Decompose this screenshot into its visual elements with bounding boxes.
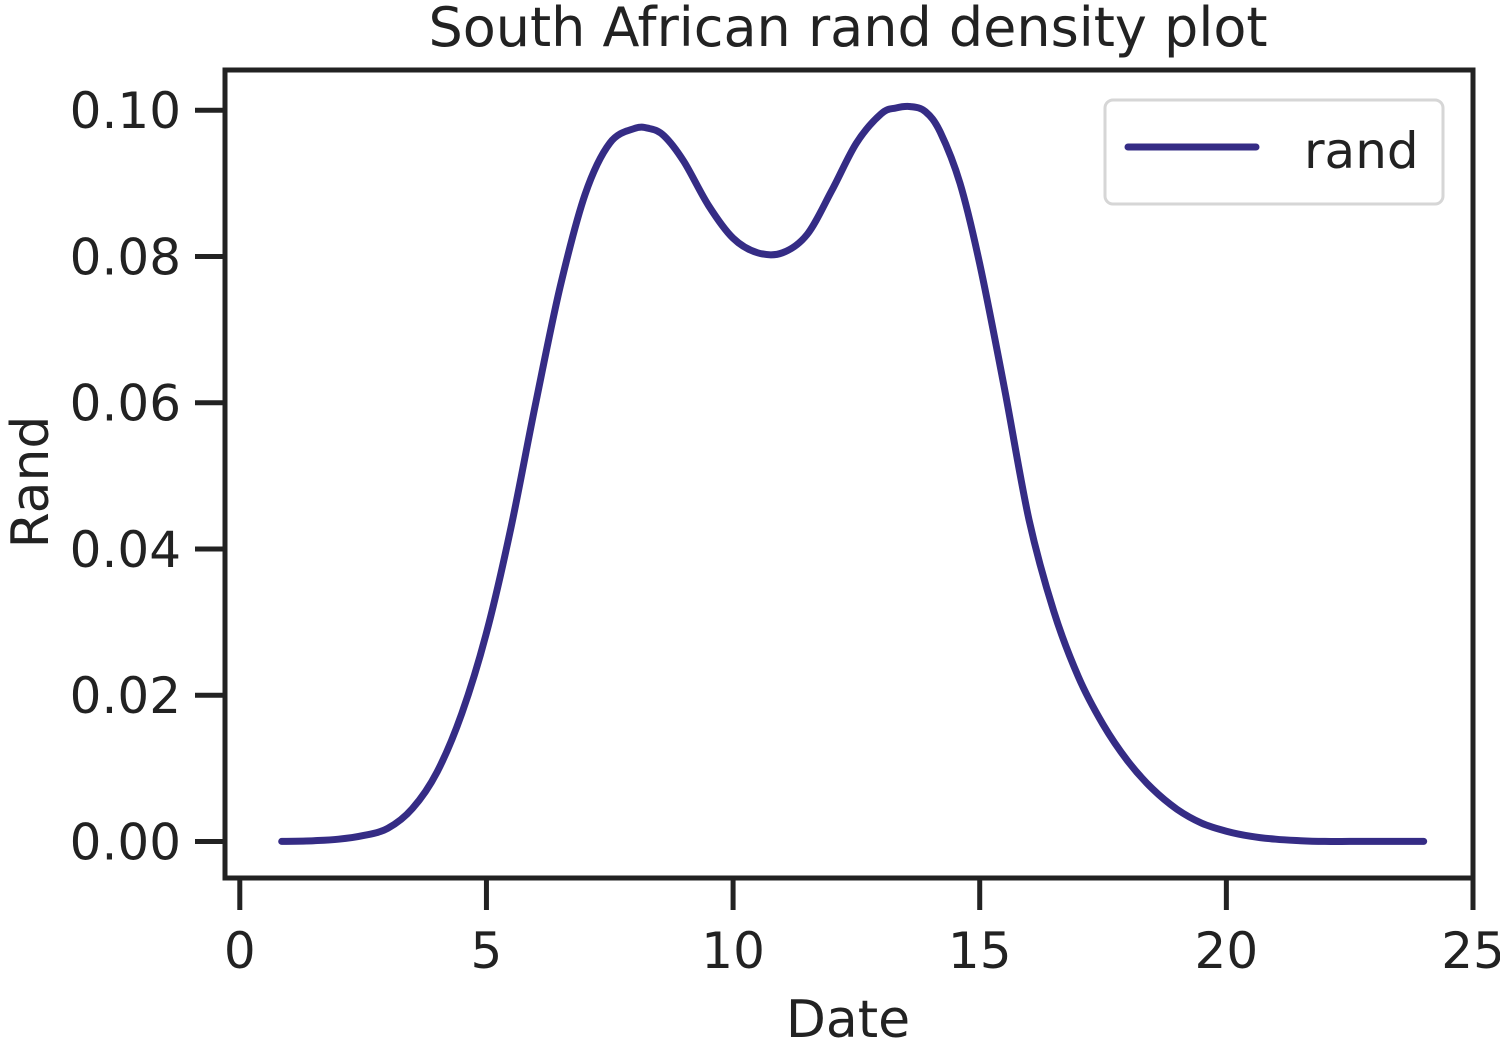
x-tick-label: 10 <box>701 922 765 980</box>
y-axis: 0.00 0.02 0.04 0.06 0.08 0.10 <box>70 82 225 871</box>
y-tick-label: 0.00 <box>70 813 181 871</box>
x-tick-label: 5 <box>471 922 503 980</box>
x-axis-label: Date <box>786 990 910 1045</box>
x-tick-label: 25 <box>1441 922 1500 980</box>
plot-frame <box>222 67 1476 881</box>
y-axis-label: Rand <box>1 416 61 549</box>
x-axis: 0 5 10 15 20 25 <box>224 878 1500 980</box>
y-tick-label: 0.08 <box>70 228 181 286</box>
chart-title: South African rand density plot <box>428 0 1267 59</box>
y-tick-label: 0.02 <box>70 667 181 725</box>
y-tick-label: 0.04 <box>70 521 181 579</box>
legend-box <box>1103 98 1445 206</box>
legend-label-rand: rand <box>1304 122 1419 180</box>
y-tick-label: 0.06 <box>70 375 181 433</box>
x-tick-label: 15 <box>948 922 1012 980</box>
x-tick-label: 20 <box>1195 922 1259 980</box>
y-tick-label: 0.10 <box>70 82 181 140</box>
legend: rand <box>1103 98 1445 206</box>
series-layer <box>278 102 1428 845</box>
series-line-rand <box>278 102 1428 845</box>
x-tick-label: 0 <box>224 922 256 980</box>
